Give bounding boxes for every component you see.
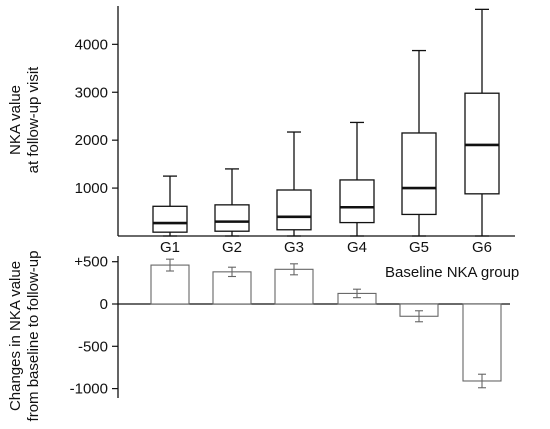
box-g1 (152, 205, 188, 233)
y-tick-label: +500 (74, 254, 108, 271)
bar-g6 (462, 303, 502, 382)
y-axis-label: NKA value (7, 85, 24, 155)
x-axis-group-label: Baseline NKA group (385, 264, 519, 281)
y-tick-label: 2000 (75, 132, 108, 149)
category-label: G1 (160, 239, 180, 256)
category-label: G3 (284, 239, 304, 256)
box-plot-panel: 1000 2000 3000 4000 NKA value at follow-up vi… (7, 6, 519, 281)
category-label: G4 (347, 239, 367, 256)
y-tick-label: 1000 (75, 180, 108, 197)
y-tick-label: 4000 (75, 36, 108, 53)
y-tick-label: 3000 (75, 84, 108, 101)
box-g4 (339, 179, 375, 224)
box-g6 (464, 92, 500, 195)
category-label: G6 (472, 239, 492, 256)
y-axis-label: Changes in NKA value (7, 261, 24, 411)
box-g2 (214, 204, 250, 232)
box-g5 (401, 132, 437, 216)
y-tick-label: -1000 (70, 381, 108, 398)
category-label: G5 (409, 239, 429, 256)
y-axis-label: from baseline to follow-up (25, 251, 42, 422)
bar-g2 (212, 271, 252, 305)
y-tick-label: -500 (78, 338, 108, 355)
box-g3 (276, 189, 312, 231)
y-tick-label: 0 (100, 296, 108, 313)
bar-g1 (150, 264, 190, 305)
bar-chart-panel: +500 0 -500 -1000 Changes in NKA value from b… (7, 251, 510, 422)
category-label: G2 (222, 239, 242, 256)
y-axis-label: at follow-up visit (25, 66, 42, 174)
